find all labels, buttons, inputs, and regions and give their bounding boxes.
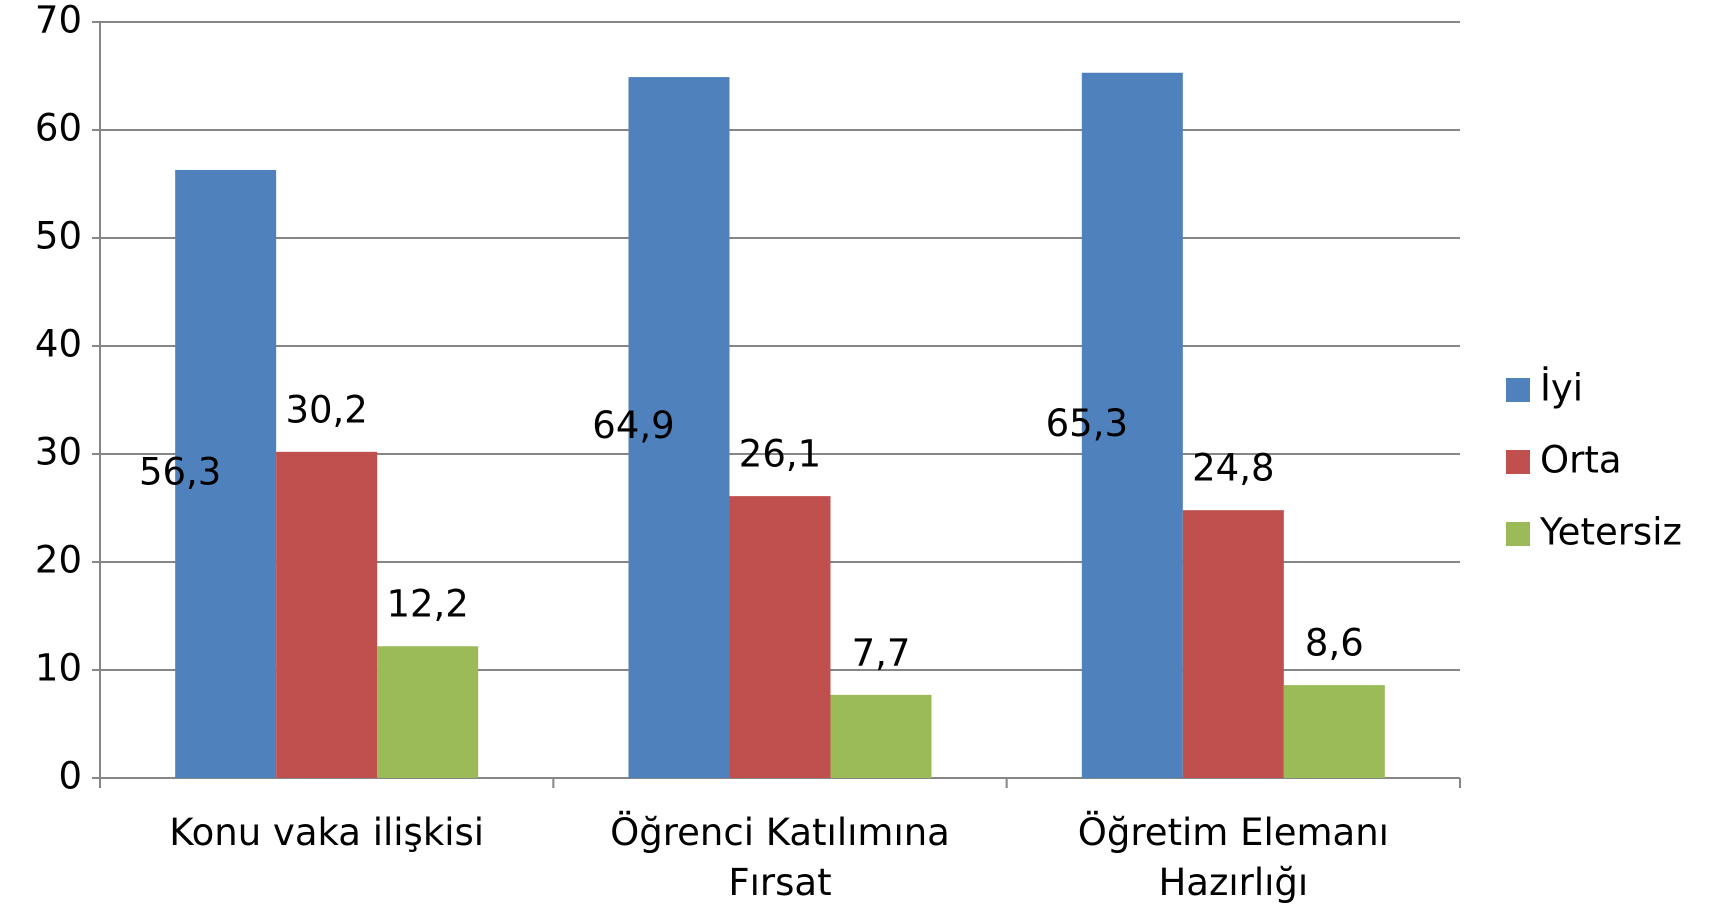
x-tick-label: Öğretim Elemanı Hazırlığı: [1077, 811, 1389, 904]
bar: [175, 169, 277, 778]
legend-label: İyi: [1540, 367, 1583, 410]
data-label: 64,9: [592, 404, 674, 447]
legend-swatch: [1506, 378, 1530, 402]
data-label: 26,1: [739, 433, 821, 476]
y-tick-label: 0: [58, 755, 82, 798]
y-tick-label: 70: [35, 0, 82, 42]
y-tick-label: 60: [35, 107, 82, 150]
bar: [628, 77, 730, 778]
bar: [1081, 72, 1183, 778]
legend-label: Orta: [1540, 439, 1622, 482]
y-tick-label: 10: [35, 647, 82, 690]
x-tick-label: Öğrenci Katılımına Fırsat: [610, 811, 950, 904]
y-tick-label: 40: [35, 323, 82, 366]
legend-swatch: [1506, 450, 1530, 474]
data-label: 65,3: [1046, 402, 1128, 445]
y-tick-label: 20: [35, 539, 82, 582]
y-tick-label: 50: [35, 215, 82, 258]
data-label: 7,7: [852, 631, 911, 674]
data-label: 8,6: [1305, 622, 1364, 665]
legend-label: Yetersiz: [1539, 511, 1682, 554]
x-tick-label: Konu vaka ilişkisi: [169, 811, 485, 854]
bar: [1182, 510, 1284, 778]
bar: [377, 646, 479, 778]
bar: [1283, 685, 1385, 778]
bar: [729, 496, 831, 778]
data-label: 12,2: [386, 583, 468, 626]
legend-swatch: [1506, 522, 1530, 546]
bar: [276, 451, 378, 778]
data-label: 24,8: [1192, 447, 1274, 490]
y-tick-label: 30: [35, 431, 82, 474]
data-label: 56,3: [139, 450, 221, 493]
data-label: 30,2: [285, 388, 367, 431]
bar: [830, 694, 932, 778]
